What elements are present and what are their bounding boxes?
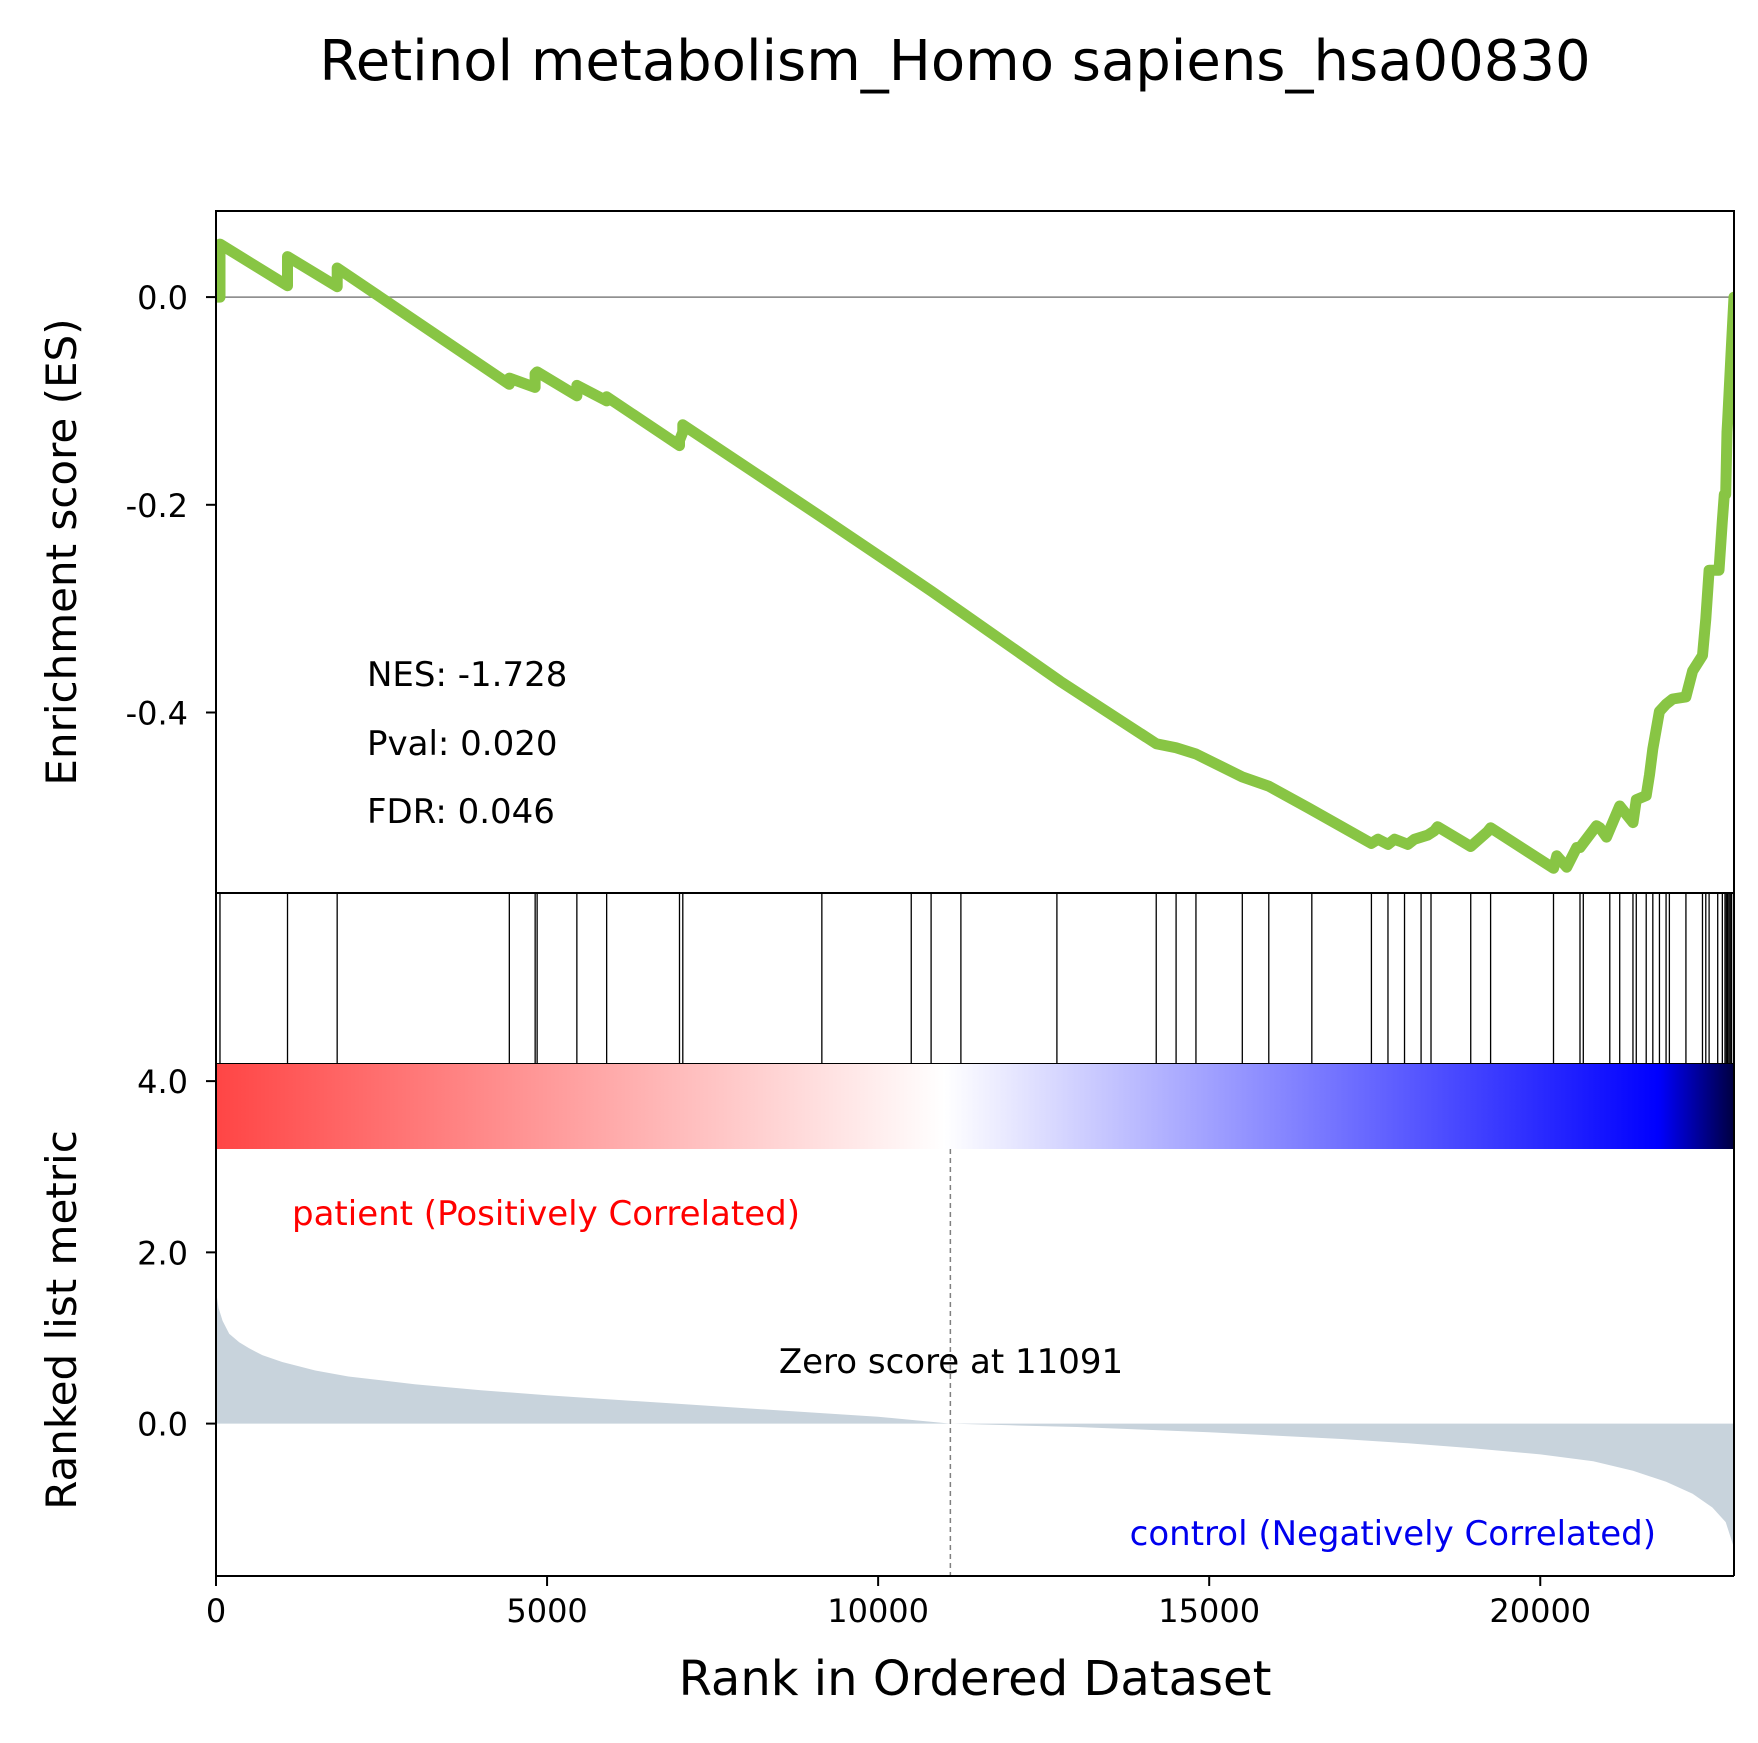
metric-y-axis-label: Ranked list metric	[37, 1130, 86, 1510]
es-y-tick-label: 0.0	[137, 279, 188, 317]
x-tick-label: 10000	[827, 1592, 929, 1630]
ranked-metric-area	[216, 1290, 1734, 1548]
metric-y-tick-label: 4.0	[137, 1063, 188, 1101]
es-curve	[216, 238, 1734, 874]
negative-phenotype-label: control (Negatively Correlated)	[1130, 1514, 1656, 1554]
es-y-axis-label: Enrichment score (ES)	[37, 318, 86, 785]
x-tick-label: 5000	[506, 1592, 587, 1630]
metric-panel: 4.0 2.0 0.0 Ranked list metric patient (Po…	[37, 1063, 1735, 1577]
x-tick-label: 15000	[1158, 1592, 1260, 1630]
fdr-annotation: FDR: 0.046	[367, 792, 555, 832]
positive-phenotype-label: patient (Positively Correlated)	[292, 1194, 800, 1234]
nes-annotation: NES: -1.728	[367, 655, 567, 695]
hits-panel-frame	[215, 892, 1735, 1065]
pval-annotation: Pval: 0.020	[367, 724, 558, 764]
es-y-tick-label: -0.4	[126, 695, 188, 733]
rank-colorbar	[216, 1064, 1734, 1149]
es-y-tick-label: -0.2	[126, 487, 188, 525]
x-tick-label: 0	[206, 1592, 226, 1630]
hits-panel	[215, 892, 1735, 1065]
x-axis-label: Rank in Ordered Dataset	[679, 1651, 1272, 1707]
metric-y-tick-label: 2.0	[137, 1234, 188, 1272]
es-panel-frame	[215, 210, 1735, 894]
zero-score-label: Zero score at 11091	[779, 1342, 1123, 1382]
es-panel: 0.0 -0.2 -0.4 Enrichment score (ES) NES: -…	[37, 210, 1735, 894]
chart-title: Retinol metabolism_Homo sapiens_hsa00830	[319, 29, 1590, 94]
metric-y-tick-label: 0.0	[137, 1406, 188, 1444]
x-tick-label: 20000	[1489, 1592, 1591, 1630]
